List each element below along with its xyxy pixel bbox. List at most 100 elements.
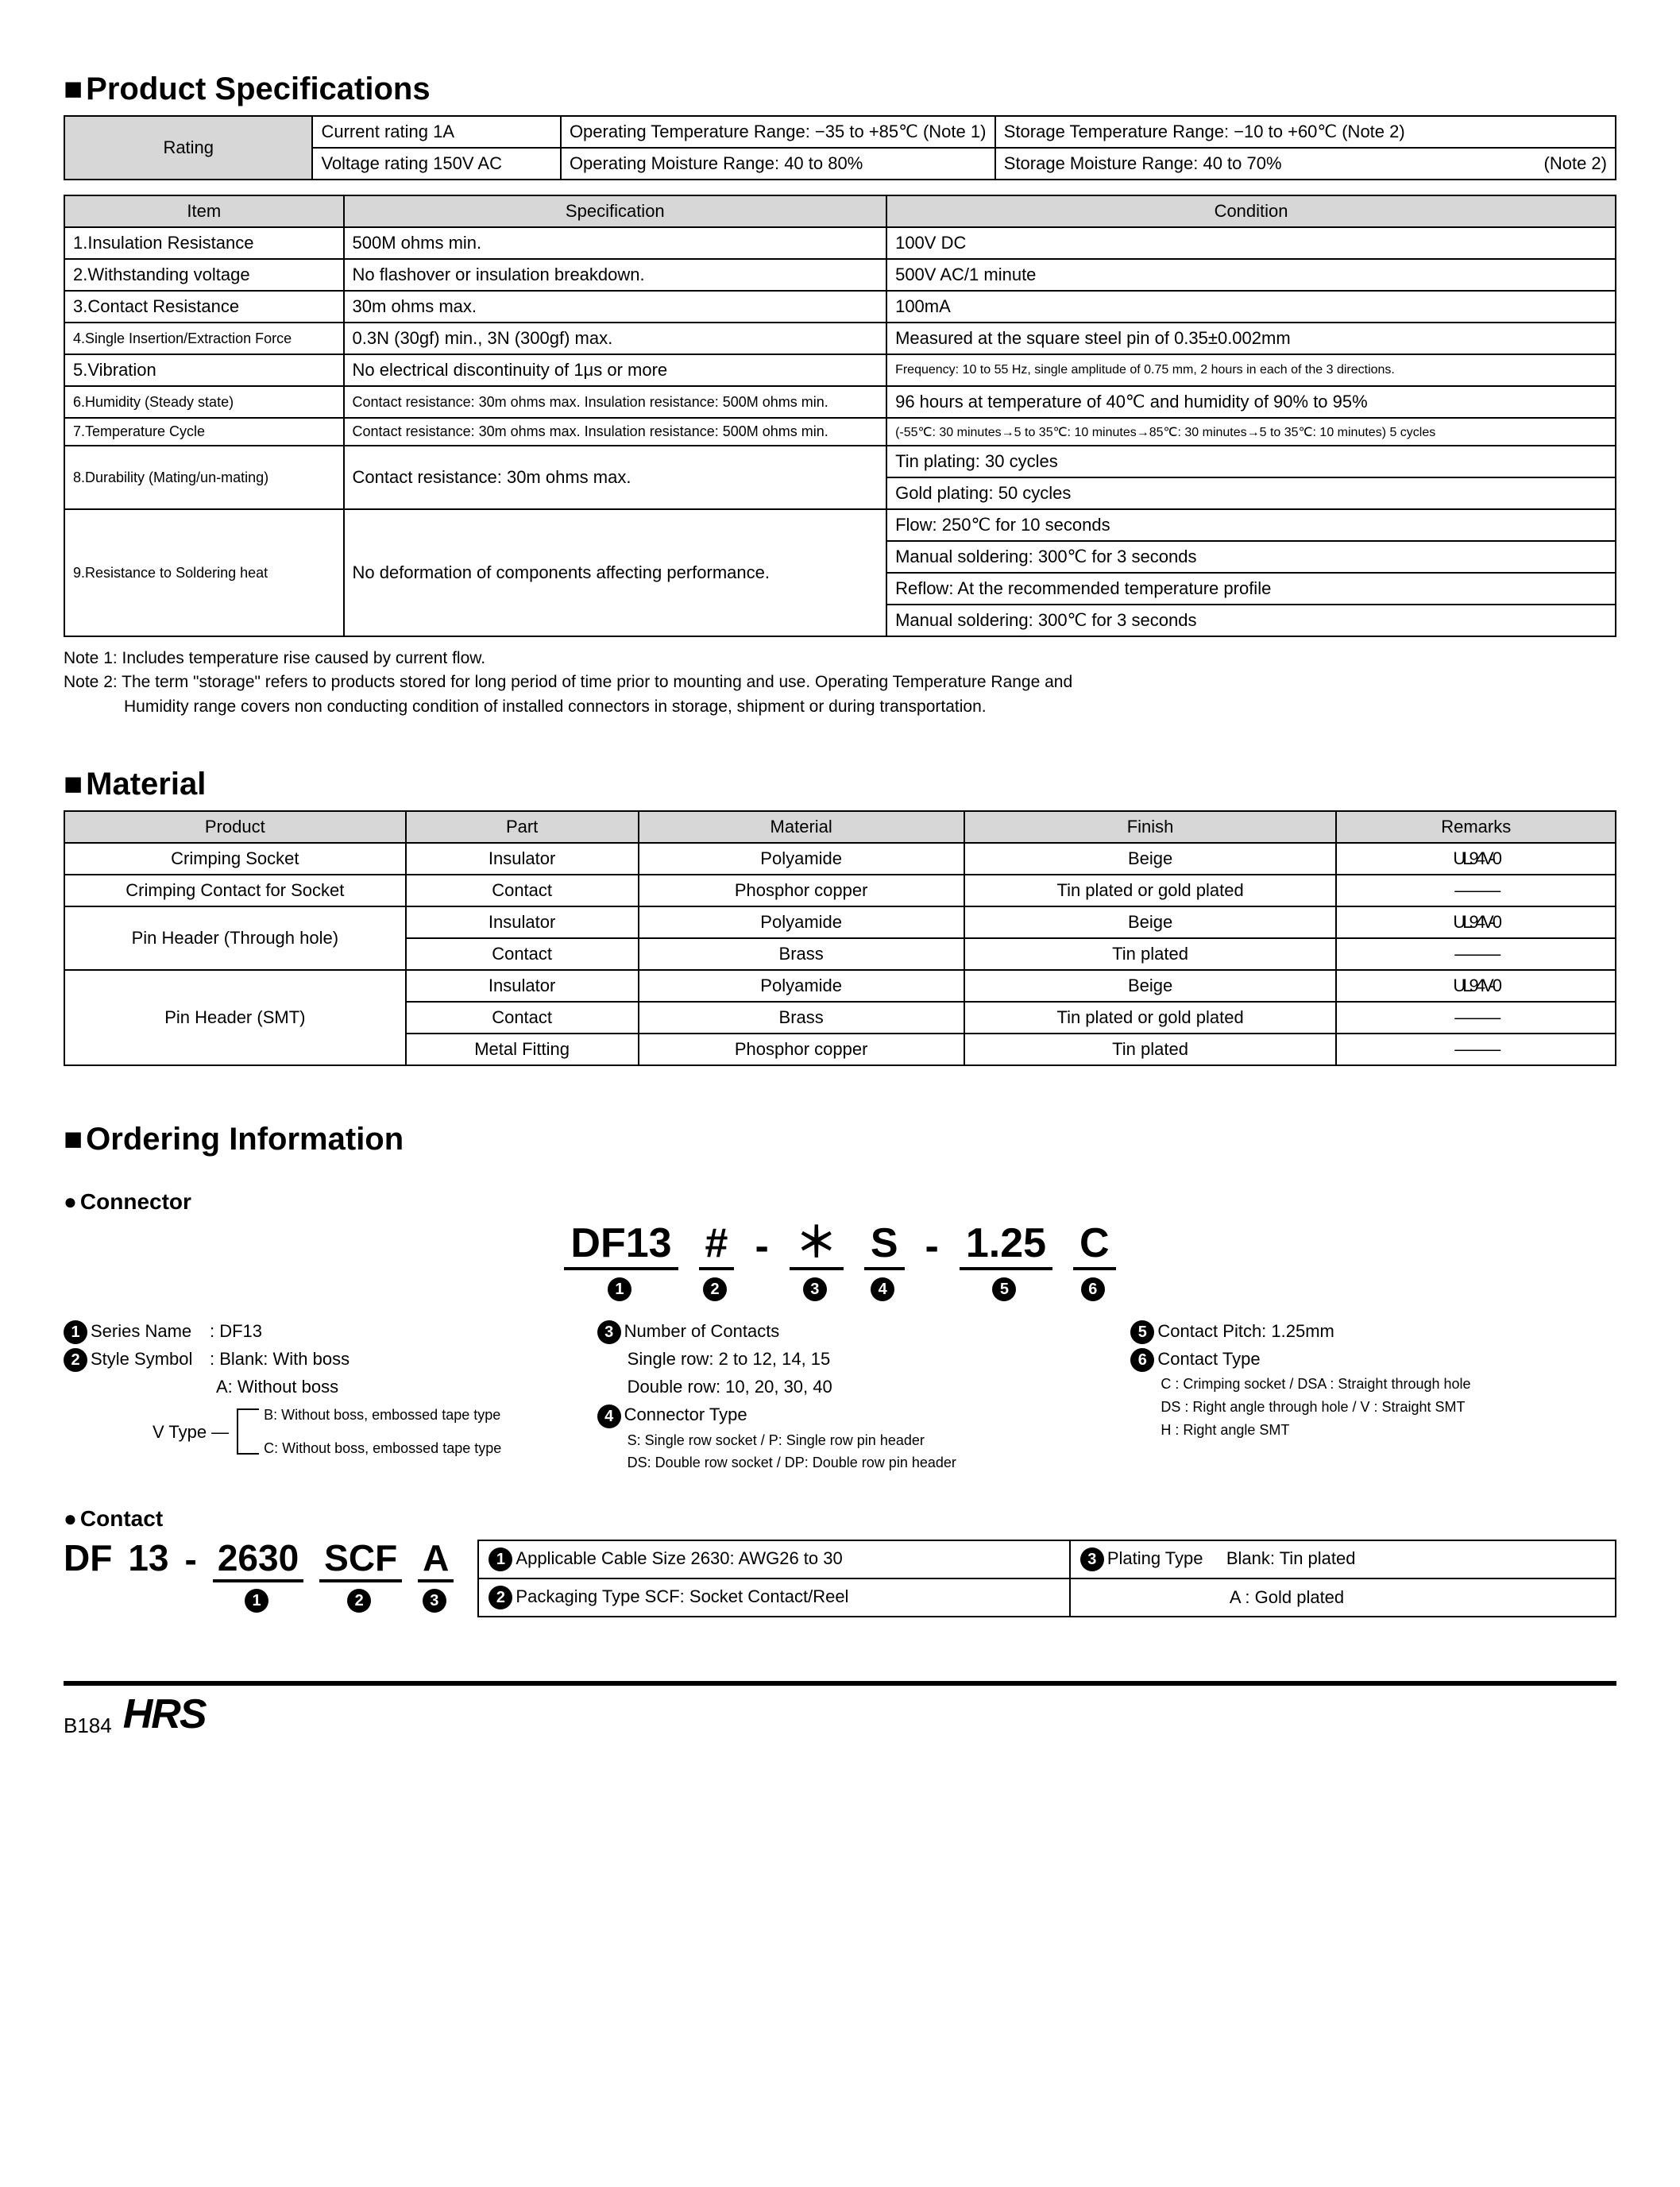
- spec-spec: Contact resistance: 30m ohms max. Insula…: [344, 418, 887, 446]
- contact-partnum: DF 13 - 26301 SCF2 A3: [64, 1540, 454, 1613]
- spec-cond: (-55℃: 30 minutes→5 to 35℃: 10 minutes→8…: [886, 418, 1616, 446]
- mat-product: Pin Header (Through hole): [64, 906, 406, 970]
- note-2a: Note 2: The term "storage" refers to pro…: [64, 670, 1616, 694]
- mat-part: Metal Fitting: [406, 1034, 639, 1065]
- connector-legend: 1Series Name: DF13 2Style Symbol: Blank:…: [64, 1317, 1616, 1474]
- footer: B184 HRS: [64, 1681, 1616, 1738]
- spec-cond: 500V AC/1 minute: [886, 259, 1616, 291]
- contact-legend-table: 1Applicable Cable Size 2630: AWG26 to 30…: [477, 1540, 1616, 1617]
- mat-finish: Tin plated or gold plated: [964, 875, 1337, 906]
- spec-cond-9c: Reflow: At the recommended temperature p…: [886, 573, 1616, 605]
- mat-product: Crimping Contact for Socket: [64, 875, 406, 906]
- rating-op-temp: Operating Temperature Range: −35 to +85℃…: [561, 116, 995, 148]
- spec-cond-9b: Manual soldering: 300℃ for 3 seconds: [886, 541, 1616, 573]
- spec-item: 2.Withstanding voltage: [64, 259, 344, 291]
- mat-finish: Tin plated: [964, 938, 1337, 970]
- sub-title-contact: Contact: [64, 1506, 1616, 1532]
- note-2b: Humidity range covers non conducting con…: [64, 695, 1616, 719]
- spec-item: 6.Humidity (Steady state): [64, 386, 344, 418]
- note-1: Note 1: Includes temperature rise caused…: [64, 647, 1616, 670]
- mat-material: Brass: [639, 1002, 964, 1034]
- spec-spec: No flashover or insulation breakdown.: [344, 259, 887, 291]
- mat-remarks: ———: [1336, 938, 1616, 970]
- mat-remarks: UL94V-0: [1336, 843, 1616, 875]
- mat-part: Contact: [406, 875, 639, 906]
- mat-hdr-finish: Finish: [964, 811, 1337, 843]
- spec-spec: No electrical discontinuity of 1μs or mo…: [344, 354, 887, 386]
- spec-item: 4.Single Insertion/Extraction Force: [64, 323, 344, 354]
- spec-cond-8a: Tin plating: 30 cycles: [886, 446, 1616, 477]
- spec-spec: Contact resistance: 30m ohms max. Insula…: [344, 386, 887, 418]
- spec-cond-8b: Gold plating: 50 cycles: [886, 477, 1616, 509]
- connector-partnum: DF131#2-＊3S4-1.255C6: [64, 1223, 1616, 1301]
- mat-remarks: UL94V-0: [1336, 906, 1616, 938]
- mat-part: Insulator: [406, 970, 639, 1002]
- section-title-material: Material: [64, 767, 1616, 802]
- mat-finish: Beige: [964, 906, 1337, 938]
- mat-remarks: ———: [1336, 1002, 1616, 1034]
- spec-cond: 100V DC: [886, 227, 1616, 259]
- mat-hdr-material: Material: [639, 811, 964, 843]
- rating-label: Rating: [64, 116, 312, 180]
- spec-spec: 0.3N (30gf) min., 3N (300gf) max.: [344, 323, 887, 354]
- hrs-logo: HRS: [123, 1690, 206, 1738]
- mat-material: Polyamide: [639, 970, 964, 1002]
- spec-cond-9d: Manual soldering: 300℃ for 3 seconds: [886, 605, 1616, 636]
- spec-item: 5.Vibration: [64, 354, 344, 386]
- spec-item: 3.Contact Resistance: [64, 291, 344, 323]
- mat-part: Contact: [406, 938, 639, 970]
- mat-remarks: UL94V-0: [1336, 970, 1616, 1002]
- mat-finish: Beige: [964, 970, 1337, 1002]
- section-title-spec: Product Specifications: [64, 71, 1616, 107]
- mat-product: Crimping Socket: [64, 843, 406, 875]
- rating-op-moist: Operating Moisture Range: 40 to 80%: [561, 148, 995, 180]
- rating-current: Current rating 1A: [312, 116, 560, 148]
- spec-hdr-cond: Condition: [886, 195, 1616, 227]
- mat-material: Phosphor copper: [639, 1034, 964, 1065]
- spec-cond-9a: Flow: 250℃ for 10 seconds: [886, 509, 1616, 541]
- mat-material: Phosphor copper: [639, 875, 964, 906]
- mat-hdr-product: Product: [64, 811, 406, 843]
- mat-remarks: ———: [1336, 875, 1616, 906]
- spec-item-9: 9.Resistance to Soldering heat: [64, 509, 344, 636]
- rating-voltage: Voltage rating 150V AC: [312, 148, 560, 180]
- spec-cond: Measured at the square steel pin of 0.35…: [886, 323, 1616, 354]
- spec-item: 1.Insulation Resistance: [64, 227, 344, 259]
- mat-remarks: ———: [1336, 1034, 1616, 1065]
- legend-col-2: 3Number of Contacts Single row: 2 to 12,…: [597, 1317, 1083, 1474]
- mat-material: Polyamide: [639, 843, 964, 875]
- spec-spec: 500M ohms min.: [344, 227, 887, 259]
- spec-table: Item Specification Condition 1.Insulatio…: [64, 195, 1616, 637]
- spec-item-8: 8.Durability (Mating/un-mating): [64, 446, 344, 509]
- notes-block: Note 1: Includes temperature rise caused…: [64, 647, 1616, 719]
- spec-hdr-spec: Specification: [344, 195, 887, 227]
- spec-spec-9: No deformation of components affecting p…: [344, 509, 887, 636]
- mat-finish: Beige: [964, 843, 1337, 875]
- mat-part: Contact: [406, 1002, 639, 1034]
- spec-spec: 30m ohms max.: [344, 291, 887, 323]
- section-title-ordering: Ordering Information: [64, 1122, 1616, 1157]
- mat-finish: Tin plated or gold plated: [964, 1002, 1337, 1034]
- rating-st-temp: Storage Temperature Range: −10 to +60℃ (…: [995, 116, 1616, 148]
- mat-material: Brass: [639, 938, 964, 970]
- sub-title-connector: Connector: [64, 1189, 1616, 1215]
- spec-cond: Frequency: 10 to 55 Hz, single amplitude…: [886, 354, 1616, 386]
- rating-table: Rating Current rating 1A Operating Tempe…: [64, 115, 1616, 180]
- mat-hdr-remarks: Remarks: [1336, 811, 1616, 843]
- mat-hdr-part: Part: [406, 811, 639, 843]
- page-number: B184: [64, 1714, 112, 1738]
- rating-st-moist: Storage Moisture Range: 40 to 70% (Note …: [995, 148, 1616, 180]
- mat-finish: Tin plated: [964, 1034, 1337, 1065]
- legend-col-1: 1Series Name: DF13 2Style Symbol: Blank:…: [64, 1317, 550, 1474]
- spec-cond: 100mA: [886, 291, 1616, 323]
- mat-product: Pin Header (SMT): [64, 970, 406, 1065]
- material-table: Product Part Material Finish Remarks Cri…: [64, 810, 1616, 1066]
- spec-hdr-item: Item: [64, 195, 344, 227]
- spec-spec-8: Contact resistance: 30m ohms max.: [344, 446, 887, 509]
- spec-item: 7.Temperature Cycle: [64, 418, 344, 446]
- contact-row: DF 13 - 26301 SCF2 A3 1Applicable Cable …: [64, 1540, 1616, 1617]
- mat-material: Polyamide: [639, 906, 964, 938]
- spec-cond: 96 hours at temperature of 40℃ and humid…: [886, 386, 1616, 418]
- mat-part: Insulator: [406, 843, 639, 875]
- legend-col-3: 5Contact Pitch: 1.25mm 6Contact Type C :…: [1130, 1317, 1616, 1474]
